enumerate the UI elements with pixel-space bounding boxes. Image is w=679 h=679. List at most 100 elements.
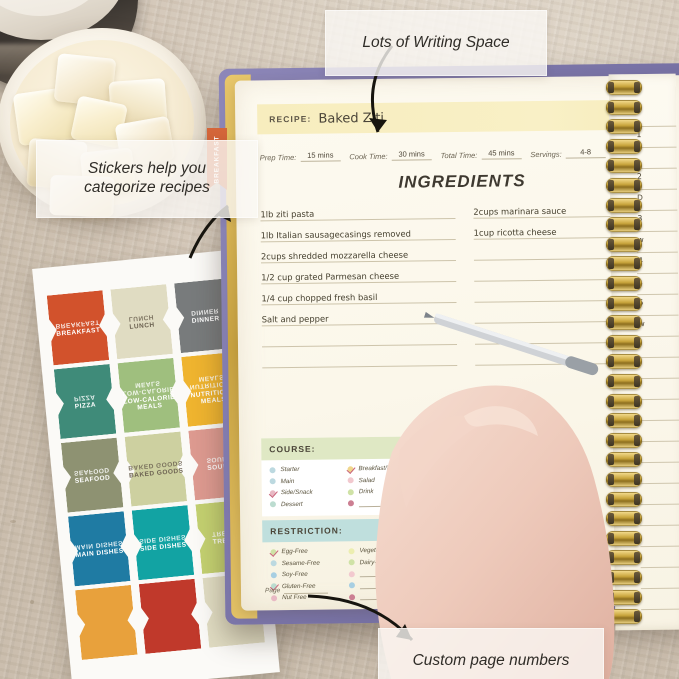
facing-page-line (635, 146, 679, 148)
course-options-left[interactable]: Starter Main Side/Snack Dessert (269, 465, 336, 508)
checkbox-option[interactable]: Sesame-Free (270, 559, 337, 567)
checkbox-icon[interactable] (347, 488, 354, 495)
checkbox-icon[interactable] (271, 594, 278, 601)
spiral-ring (606, 138, 642, 154)
spiral-ring (606, 256, 642, 272)
checkbox-icon[interactable] (347, 500, 354, 507)
checkbox-icon[interactable] (269, 478, 276, 485)
course-section[interactable]: COURSE: Starter Main Side/Snack Dessert Bre… (261, 436, 423, 516)
checkbox-option[interactable]: Drink (347, 488, 414, 496)
checkbox-icon[interactable] (269, 466, 276, 473)
facing-page-line (636, 188, 679, 190)
option-label: Drink (358, 488, 374, 496)
page-value[interactable] (284, 584, 329, 595)
recipe-meta-value[interactable]: 45 mins (481, 148, 522, 160)
recipe-meta-value[interactable]: 4-8 (565, 147, 606, 159)
option-label: Nut Free (282, 593, 307, 602)
checkbox-option[interactable]: Vegetarian (348, 547, 414, 555)
checkbox-option[interactable]: Salad (347, 476, 414, 484)
note-line[interactable]: plant-ba (486, 395, 521, 405)
recipe-title-value[interactable]: Baked Ziti (318, 110, 385, 127)
restriction-section[interactable]: RESTRICTION: Egg-Free Sesame-Free Soy-Free… (262, 518, 423, 609)
option-label: Egg-Free (281, 547, 308, 556)
recipe-meta-3[interactable]: Servings: 4-8 (530, 147, 606, 159)
recipe-notes[interactable]: plant-ba veggies like added nutrition (487, 394, 608, 455)
page-label: Page (264, 587, 281, 595)
checkbox-checked-icon[interactable] (347, 465, 354, 472)
checkbox-icon[interactable] (270, 571, 277, 578)
course-heading: COURSE: (261, 436, 422, 461)
recipe-meta-value[interactable]: 30 mins (391, 149, 432, 161)
checkbox-option[interactable]: Soy-Free (270, 570, 337, 578)
recipe-meta-value[interactable]: 15 mins (300, 150, 341, 162)
spiral-ring (606, 236, 642, 252)
callout-stickers-text: Stickers help you categorize recipes (84, 160, 210, 196)
sticker[interactable] (135, 576, 206, 656)
option-label: Vegetarian (359, 546, 390, 555)
checkbox-option[interactable]: Dairy-Free (348, 558, 415, 566)
recipe-meta-0[interactable]: Prep Time: 15 mins (260, 150, 341, 162)
checkbox-option[interactable] (349, 592, 415, 601)
ingredient-line[interactable]: 1lb Italian sausagecasings removed (260, 219, 456, 243)
recipe-meta-1[interactable]: Cook Time: 30 mins (349, 149, 432, 161)
checkbox-option[interactable]: Dessert (269, 500, 336, 508)
facing-page-line (639, 440, 679, 442)
restriction-options-right[interactable]: Vegetarian Dairy-Free (348, 547, 415, 601)
facing-page-line (637, 293, 679, 295)
sticker[interactable]: SIDE DISHES SIDE DISHES (128, 503, 199, 583)
checkbox-icon[interactable] (269, 501, 276, 508)
ingredient-line[interactable]: 2cups shredded mozzarella cheese (260, 240, 456, 264)
sticker[interactable] (71, 583, 142, 663)
ingredient-line[interactable]: 1lb ziti pasta (260, 198, 456, 222)
checkbox-option[interactable]: Breakfast/Brunch (347, 465, 413, 473)
blank-option-line[interactable] (359, 581, 394, 589)
ingredient-line[interactable] (262, 344, 458, 369)
sticker[interactable]: LOW-CALORIE MEALS LOW-CALORIE MEALS (113, 355, 184, 435)
note-line[interactable]: added nutrition (487, 434, 549, 445)
checkbox-icon[interactable] (270, 560, 277, 567)
counter-speck (30, 600, 34, 604)
checkbox-checked-icon[interactable] (269, 489, 276, 496)
checkbox-option[interactable] (347, 499, 414, 507)
recipe-meta-2[interactable]: Total Time: 45 mins (441, 148, 522, 160)
checkbox-option[interactable]: Nut Free (271, 593, 337, 601)
checkbox-option[interactable]: Side/Snack (269, 488, 336, 496)
blank-option-line[interactable] (358, 499, 393, 507)
facing-page-line (637, 314, 679, 316)
checkbox-option[interactable]: Starter (269, 465, 335, 473)
sticker[interactable]: BAKED GOODS BAKED GOODS (120, 429, 191, 509)
sticker[interactable]: LUNCH LUNCH (106, 282, 177, 362)
checkbox-icon[interactable] (348, 547, 355, 554)
callout-page-numbers: Custom page numbers (378, 628, 604, 679)
checkbox-icon[interactable] (348, 582, 355, 589)
ingredients-left-column[interactable]: 1lb ziti pasta 1lb Italian sausagecasings… (260, 198, 458, 369)
sticker[interactable]: BREAKFAST BREAKFAST (43, 288, 114, 368)
spiral-ring (606, 276, 642, 291)
sticker[interactable]: MAIN DISHES MAIN DISHES (64, 509, 135, 589)
blank-option-line[interactable] (360, 592, 395, 601)
facing-page-line (638, 398, 679, 400)
page-number-field[interactable]: Page (264, 584, 329, 595)
course-options-right[interactable]: Breakfast/Brunch Salad Drink (347, 465, 414, 507)
spiral-ring (606, 158, 642, 174)
spiral-ring (606, 472, 642, 487)
blank-option-line[interactable] (359, 569, 394, 578)
spiral-ring (606, 354, 642, 370)
note-line[interactable]: veggies like (486, 415, 535, 425)
checkbox-option[interactable]: Egg-Free (270, 547, 336, 555)
checkbox-icon[interactable] (348, 570, 355, 577)
checkbox-icon[interactable] (348, 559, 355, 566)
ingredient-line[interactable]: 1/4 cup chopped fresh basil (261, 282, 457, 306)
checkbox-option[interactable] (348, 581, 415, 589)
spiral-ring (606, 393, 642, 409)
spiral-ring (606, 530, 642, 546)
checkbox-icon[interactable] (349, 593, 356, 600)
pen (423, 311, 599, 376)
checkbox-option[interactable] (348, 569, 415, 578)
sticker[interactable]: PIZZA PIZZA (50, 362, 121, 442)
checkbox-option[interactable]: Main (269, 477, 336, 485)
sticker[interactable]: SEAFOOD SEAFOOD (57, 435, 128, 515)
ingredient-line[interactable]: 1/2 cup grated Parmesan cheese (261, 261, 457, 285)
checkbox-icon[interactable] (347, 477, 354, 484)
checkbox-checked-icon[interactable] (270, 548, 277, 555)
